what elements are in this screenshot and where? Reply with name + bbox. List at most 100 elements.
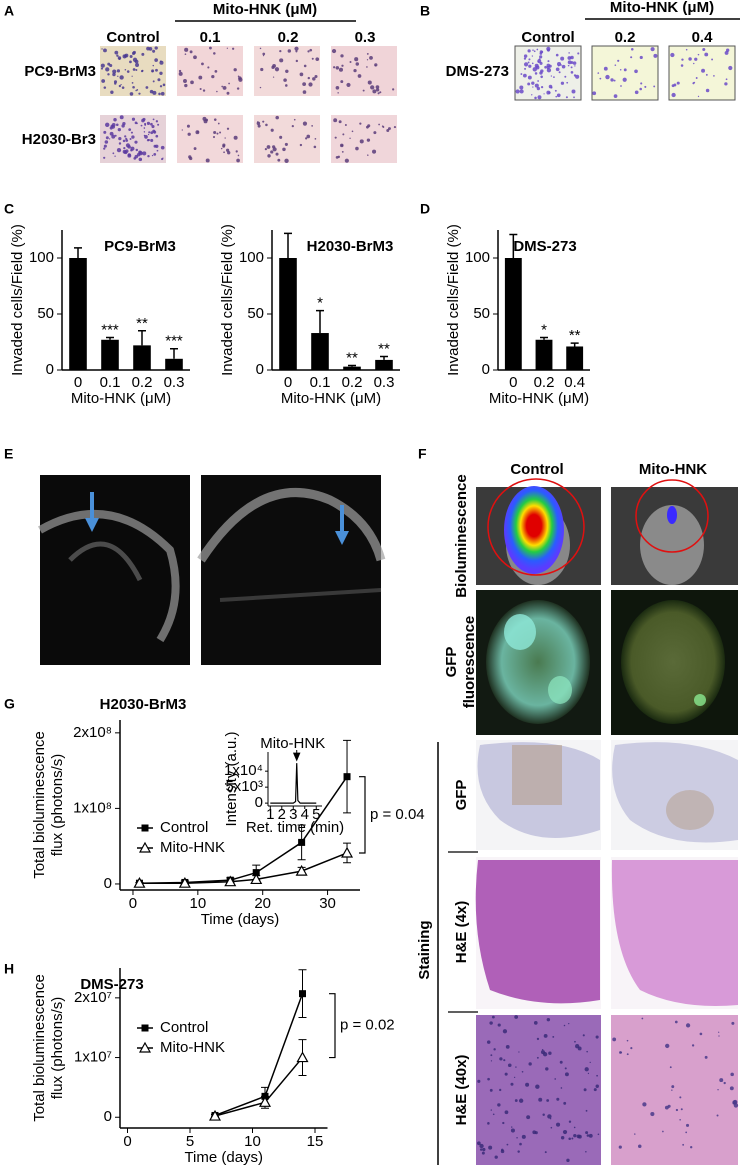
x-tick-label: 0.1 — [100, 374, 121, 391]
chart-title: H2030-BrM3 — [307, 238, 394, 255]
legend-label: Control — [160, 1019, 208, 1036]
cell — [531, 62, 534, 65]
cell — [153, 144, 157, 148]
cell — [138, 157, 143, 162]
cell — [135, 69, 138, 71]
cell — [134, 59, 139, 64]
cell — [534, 1131, 538, 1135]
signal — [504, 486, 564, 574]
cell — [232, 47, 235, 50]
cell — [299, 72, 304, 77]
cell — [536, 1056, 539, 1059]
cell — [556, 93, 561, 98]
cell — [487, 1077, 490, 1081]
cell — [567, 60, 572, 65]
bracket — [359, 776, 366, 854]
cell — [494, 1155, 498, 1159]
cell — [119, 75, 124, 80]
error-bar — [74, 247, 82, 258]
cell — [386, 128, 390, 132]
cell — [517, 1150, 520, 1153]
cell — [105, 67, 110, 72]
panel-label: H — [4, 961, 14, 977]
cell — [568, 1023, 570, 1025]
row-label: H&E (4x) — [453, 901, 470, 964]
cell — [523, 62, 529, 67]
column-header: Mito-HNK (μM) — [213, 1, 317, 18]
cell — [532, 49, 534, 51]
cell — [718, 1035, 720, 1037]
cell — [523, 57, 527, 60]
cell — [117, 127, 121, 132]
tissue — [477, 742, 600, 838]
error-bar — [509, 233, 518, 258]
cell — [377, 92, 380, 95]
series-line — [139, 852, 348, 884]
cell — [303, 64, 307, 68]
significance-label: ** — [136, 315, 148, 332]
cell — [153, 153, 157, 156]
cell — [489, 1088, 493, 1092]
cell — [355, 146, 359, 151]
cell — [516, 1137, 518, 1139]
cell — [295, 59, 299, 63]
cell — [568, 1120, 572, 1123]
cell — [119, 115, 124, 120]
cell — [548, 1051, 552, 1055]
cell — [209, 46, 212, 50]
cell — [641, 1017, 644, 1020]
cell — [729, 1086, 734, 1091]
cell — [671, 92, 676, 98]
cell — [140, 124, 143, 127]
micrograph — [331, 115, 397, 163]
cell — [157, 123, 160, 126]
cell — [344, 158, 349, 163]
cell — [270, 128, 274, 132]
cell — [528, 1062, 532, 1066]
cell — [701, 68, 706, 73]
cell — [272, 76, 275, 78]
cell — [691, 1044, 695, 1047]
cell — [201, 62, 204, 66]
cell — [259, 47, 262, 50]
cell — [671, 1085, 675, 1089]
error-bar — [540, 336, 548, 340]
y-tick-label: 0 — [46, 361, 54, 378]
cell — [150, 138, 154, 142]
cell — [533, 50, 536, 53]
cell — [680, 1108, 683, 1111]
cell — [123, 146, 126, 150]
cell — [262, 120, 265, 123]
cell — [305, 137, 308, 140]
cell — [122, 121, 126, 126]
cell — [161, 158, 164, 161]
cell — [131, 81, 134, 84]
cell — [731, 1021, 735, 1025]
cell — [393, 125, 397, 129]
cell — [617, 59, 620, 62]
cell — [302, 90, 307, 94]
cell — [144, 123, 147, 126]
chart-title: DMS-273 — [513, 238, 576, 255]
cell — [205, 158, 210, 163]
cell — [124, 149, 129, 153]
tissue — [475, 860, 600, 1004]
cell — [155, 68, 158, 72]
x-axis-label: Mito-HNK (μM) — [281, 390, 381, 407]
cell — [511, 1126, 513, 1128]
x-axis-label: Mito-HNK (μM) — [489, 390, 589, 407]
cell — [589, 1061, 591, 1064]
cell — [314, 137, 317, 140]
cell — [103, 48, 107, 53]
significance-label: ** — [569, 327, 581, 344]
cell — [653, 53, 658, 58]
cell — [159, 60, 162, 63]
x-tick-label: 0.2 — [132, 374, 153, 391]
cell — [124, 135, 127, 138]
cell — [259, 86, 262, 89]
cell — [346, 82, 351, 87]
bar — [343, 366, 361, 370]
cell — [675, 1108, 679, 1112]
cell — [141, 52, 145, 56]
cell — [294, 46, 299, 51]
